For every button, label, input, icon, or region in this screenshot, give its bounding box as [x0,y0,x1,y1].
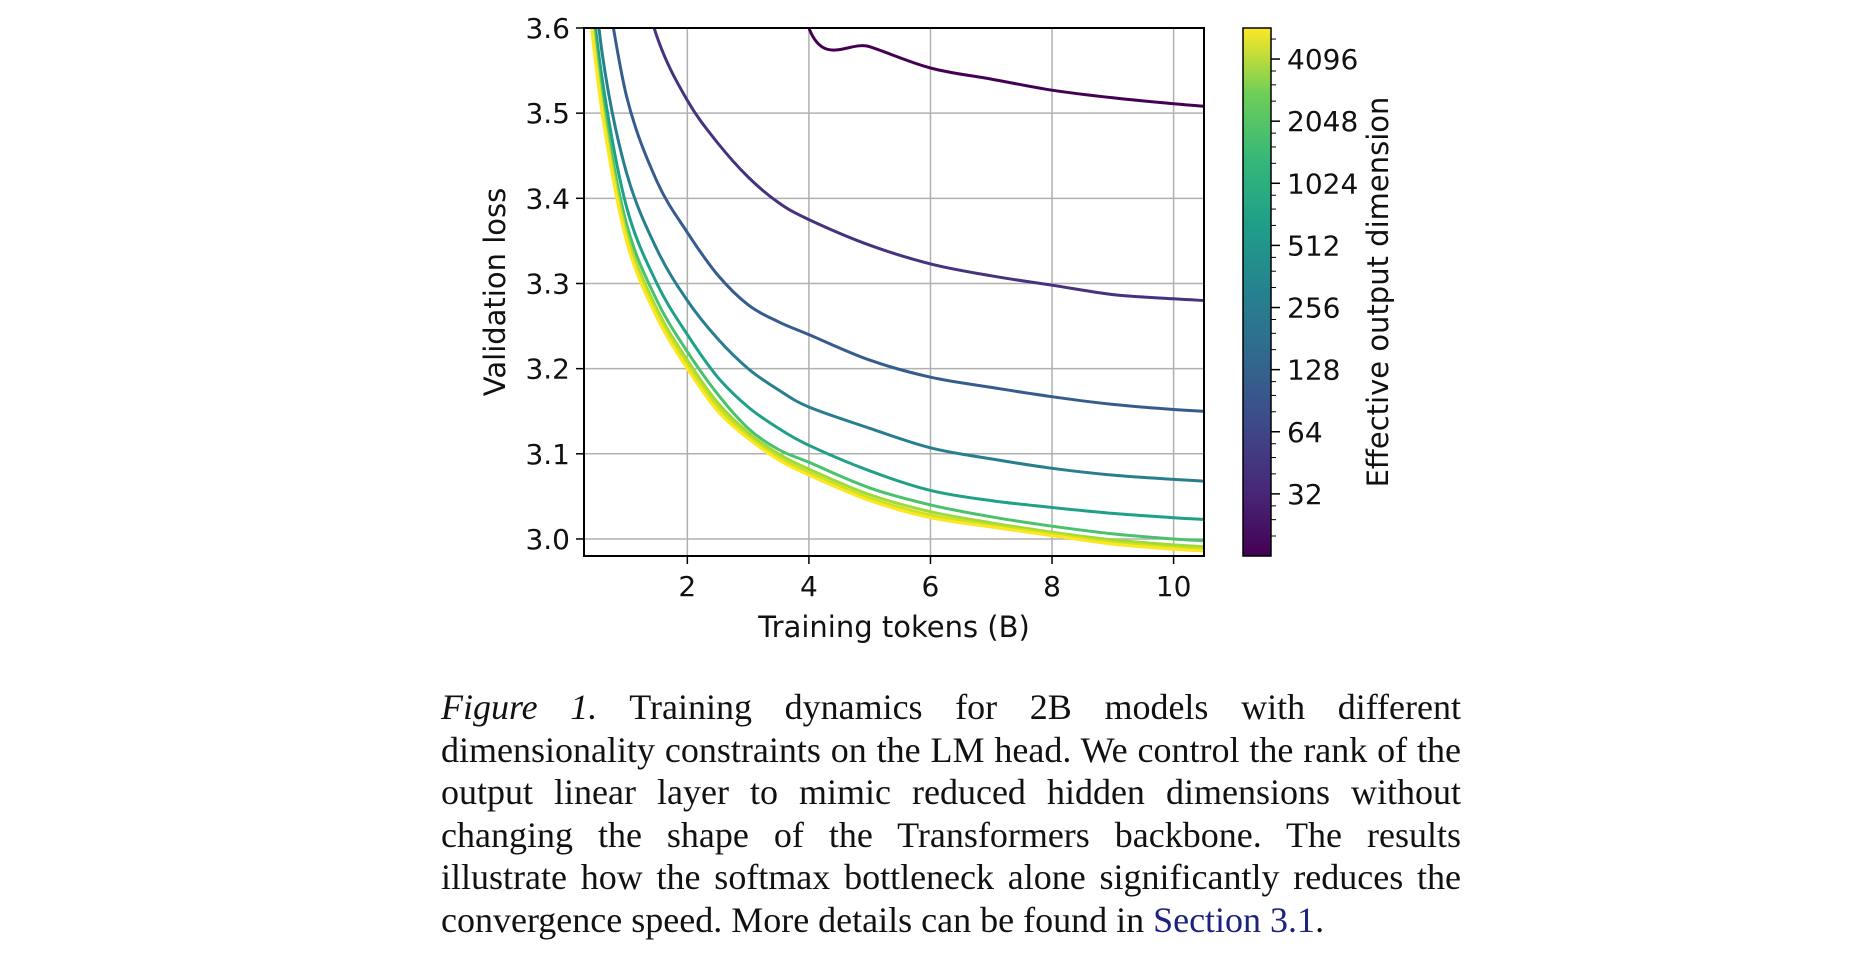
caption-label: Figure 1. [441,687,598,727]
x-tick-label: 2 [678,570,696,603]
y-tick-label: 3.4 [525,182,570,215]
y-tick-label: 3.0 [525,523,570,556]
series-line-16 [807,28,1204,108]
series-lines [589,28,1204,553]
colorbar-tick-label: 4096 [1287,43,1358,76]
series-line-128 [597,28,1204,483]
axis-ticks: 2 4 6 8 10 3.0 3.1 3.2 3.3 3.4 3.5 3.6 [525,12,1191,603]
colorbar-tick-label: 512 [1287,229,1340,262]
series-line-512 [591,28,1204,543]
colorbar-tick-label: 128 [1287,354,1340,387]
colorbar-tick-label: 1024 [1287,167,1358,200]
figure-caption: Figure 1. Training dynamics for 2B model… [441,686,1461,941]
caption-text: Training dynamics for 2B models with dif… [441,687,1461,940]
colorbar-tick-label: 2048 [1287,105,1358,138]
series-line-4096 [589,28,1204,553]
plot-frame [583,27,1205,557]
chart-figure: 2 4 6 8 10 3.0 3.1 3.2 3.3 3.4 3.5 3.6 Training tok… [478,12,1395,644]
x-tick-label: 4 [800,570,818,603]
y-tick-label: 3.5 [525,97,570,130]
x-tick-label: 8 [1043,570,1061,603]
colorbar [1242,27,1272,557]
grid-lines [584,27,1204,556]
caption-end: . [1315,899,1325,940]
y-tick-label: 3.3 [525,267,570,300]
section-link[interactable]: Section 3.1 [1153,899,1316,940]
x-tick-label: 10 [1156,570,1192,603]
x-axis-title: Training tokens (B) [757,610,1030,644]
colorbar-tick-label: 256 [1287,292,1340,325]
series-line-256 [593,28,1204,521]
colorbar-tick-label: 32 [1287,478,1323,511]
chart-svg: 2 4 6 8 10 3.0 3.1 3.2 3.3 3.4 3.5 3.6 Training tok… [478,12,1395,644]
series-line-64 [611,28,1204,413]
series-line-32 [652,28,1204,302]
x-tick-label: 6 [922,570,940,603]
y-tick-label: 3.6 [525,12,570,45]
y-tick-label: 3.1 [525,438,570,471]
y-tick-label: 3.2 [525,353,570,386]
y-axis-title: Validation loss [478,188,512,396]
colorbar-ticks: 32 64 128 256 512 1024 2048 4096 [1271,38,1358,537]
colorbar-title: Effective output dimension [1361,97,1395,488]
colorbar-tick-label: 64 [1287,416,1323,449]
